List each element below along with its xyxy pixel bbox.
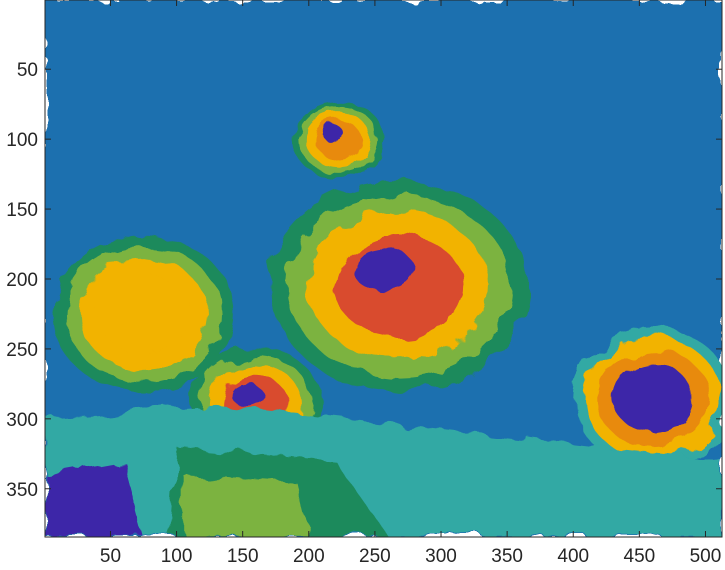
x-tick-label: 350: [491, 546, 523, 567]
y-tick-label: 250: [6, 340, 38, 361]
heatmap-region-cloth-fold-2: [183, 474, 309, 537]
y-tick-label: 200: [6, 270, 38, 291]
x-tick-label: 250: [359, 546, 391, 567]
heatmap-region-cloth-fold-3: [45, 460, 144, 537]
y-tick-label: 150: [6, 200, 38, 221]
x-tick-label: 50: [100, 546, 121, 567]
heatmap-region-pepper-front-red-core: [232, 384, 264, 408]
y-tick-label: 350: [6, 480, 38, 501]
y-axis: 50 100 150 200 250 300 350: [6, 60, 722, 501]
x-tick-label: 150: [227, 546, 259, 567]
heatmap-image: [45, 0, 722, 537]
y-tick-label: 50: [17, 60, 38, 81]
x-tick-label: 450: [624, 546, 656, 567]
axes-frame: [44, 0, 723, 538]
heatmap-region-pepper-top-center-core: [321, 125, 344, 141]
x-tick-label: 500: [690, 546, 722, 567]
x-axis: 50 100 150 200 250 300 350 400 450 500: [100, 0, 721, 567]
y-tick-label: 100: [6, 130, 38, 151]
heatmap-region-pepper-left-band-3: [98, 274, 189, 353]
heatmap-region-pepper-center-large-core: [352, 248, 415, 291]
x-tick-label: 400: [557, 546, 589, 567]
heatmap-region-pepper-right-purple-band-3: [613, 363, 692, 433]
x-tick-label: 200: [293, 546, 325, 567]
x-tick-label: 100: [161, 546, 193, 567]
x-tick-label: 300: [425, 546, 457, 567]
y-tick-label: 300: [6, 410, 38, 431]
